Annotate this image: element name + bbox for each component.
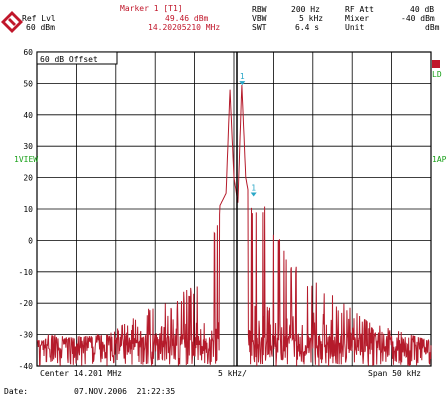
- rohde-schwarz-logo-icon: [1, 11, 23, 33]
- y-tick-label: 0: [28, 236, 33, 245]
- mixer-label: Mixer: [345, 14, 370, 23]
- status-1ap-label: 1AP: [432, 155, 447, 164]
- ref-level-value: 60 dBm: [26, 23, 55, 32]
- y-tick-label: 10: [23, 205, 33, 214]
- rf-att-label: RF Att: [345, 5, 374, 14]
- marker-symbol: [239, 81, 246, 86]
- y-tick-label: 60: [23, 48, 33, 57]
- date-label: Date:: [4, 387, 29, 396]
- marker-frequency: 14.20205210 MHz: [148, 23, 221, 32]
- y-tick-label: 20: [23, 174, 33, 183]
- marker-label: 1: [251, 183, 256, 192]
- plot-grid: [36, 51, 432, 367]
- y-tick-label: -30: [19, 331, 34, 340]
- vbw-value: 5 kHz: [299, 14, 324, 23]
- offset-label: 60 dB Offset: [40, 55, 98, 64]
- marker-title: Marker 1 [T1]: [120, 4, 183, 13]
- y-tick-label: 30: [23, 142, 33, 151]
- swt-label: SWT: [252, 23, 267, 32]
- y-tick-label: 40: [23, 111, 33, 120]
- mixer-value: -40 dBm: [401, 14, 435, 23]
- rbw-value: 200 Hz: [291, 5, 320, 14]
- division-label: 5 kHz/: [218, 369, 247, 378]
- ref-level-label: Ref Lvl: [22, 14, 56, 23]
- swt-value: 6.4 s: [295, 23, 320, 32]
- marker-label: 1: [240, 72, 245, 81]
- status-indicator: [432, 60, 440, 68]
- rbw-label: RBW: [252, 5, 267, 14]
- y-axis-tick-labels: 60 50 40 30 20 10 0 -10 -20 -30 -40: [19, 48, 34, 371]
- center-frequency-label: Center 14.201 MHz: [40, 369, 122, 378]
- y-tick-label: -20: [19, 299, 34, 308]
- unit-value: dBm: [425, 23, 440, 32]
- unit-label: Unit: [345, 23, 365, 32]
- span-label: Span 50 kHz: [368, 369, 421, 378]
- marker-level: 49.46 dBm: [165, 14, 209, 23]
- vbw-label: VBW: [252, 14, 267, 23]
- marker-layer: 11: [239, 72, 257, 197]
- rf-att-value: 40 dB: [410, 5, 435, 14]
- marker-symbol: [250, 192, 257, 197]
- date-value: 07.NOV.2006 21:22:35: [74, 387, 176, 396]
- spectrum-trace: [36, 84, 432, 367]
- trace-mode-label: 1VIEW: [14, 155, 39, 164]
- offset-label-box: [36, 51, 118, 65]
- y-tick-label: -10: [19, 268, 34, 277]
- y-tick-label: 50: [23, 79, 33, 88]
- status-ld-label: LD: [432, 70, 442, 79]
- y-tick-label: -40: [19, 362, 34, 371]
